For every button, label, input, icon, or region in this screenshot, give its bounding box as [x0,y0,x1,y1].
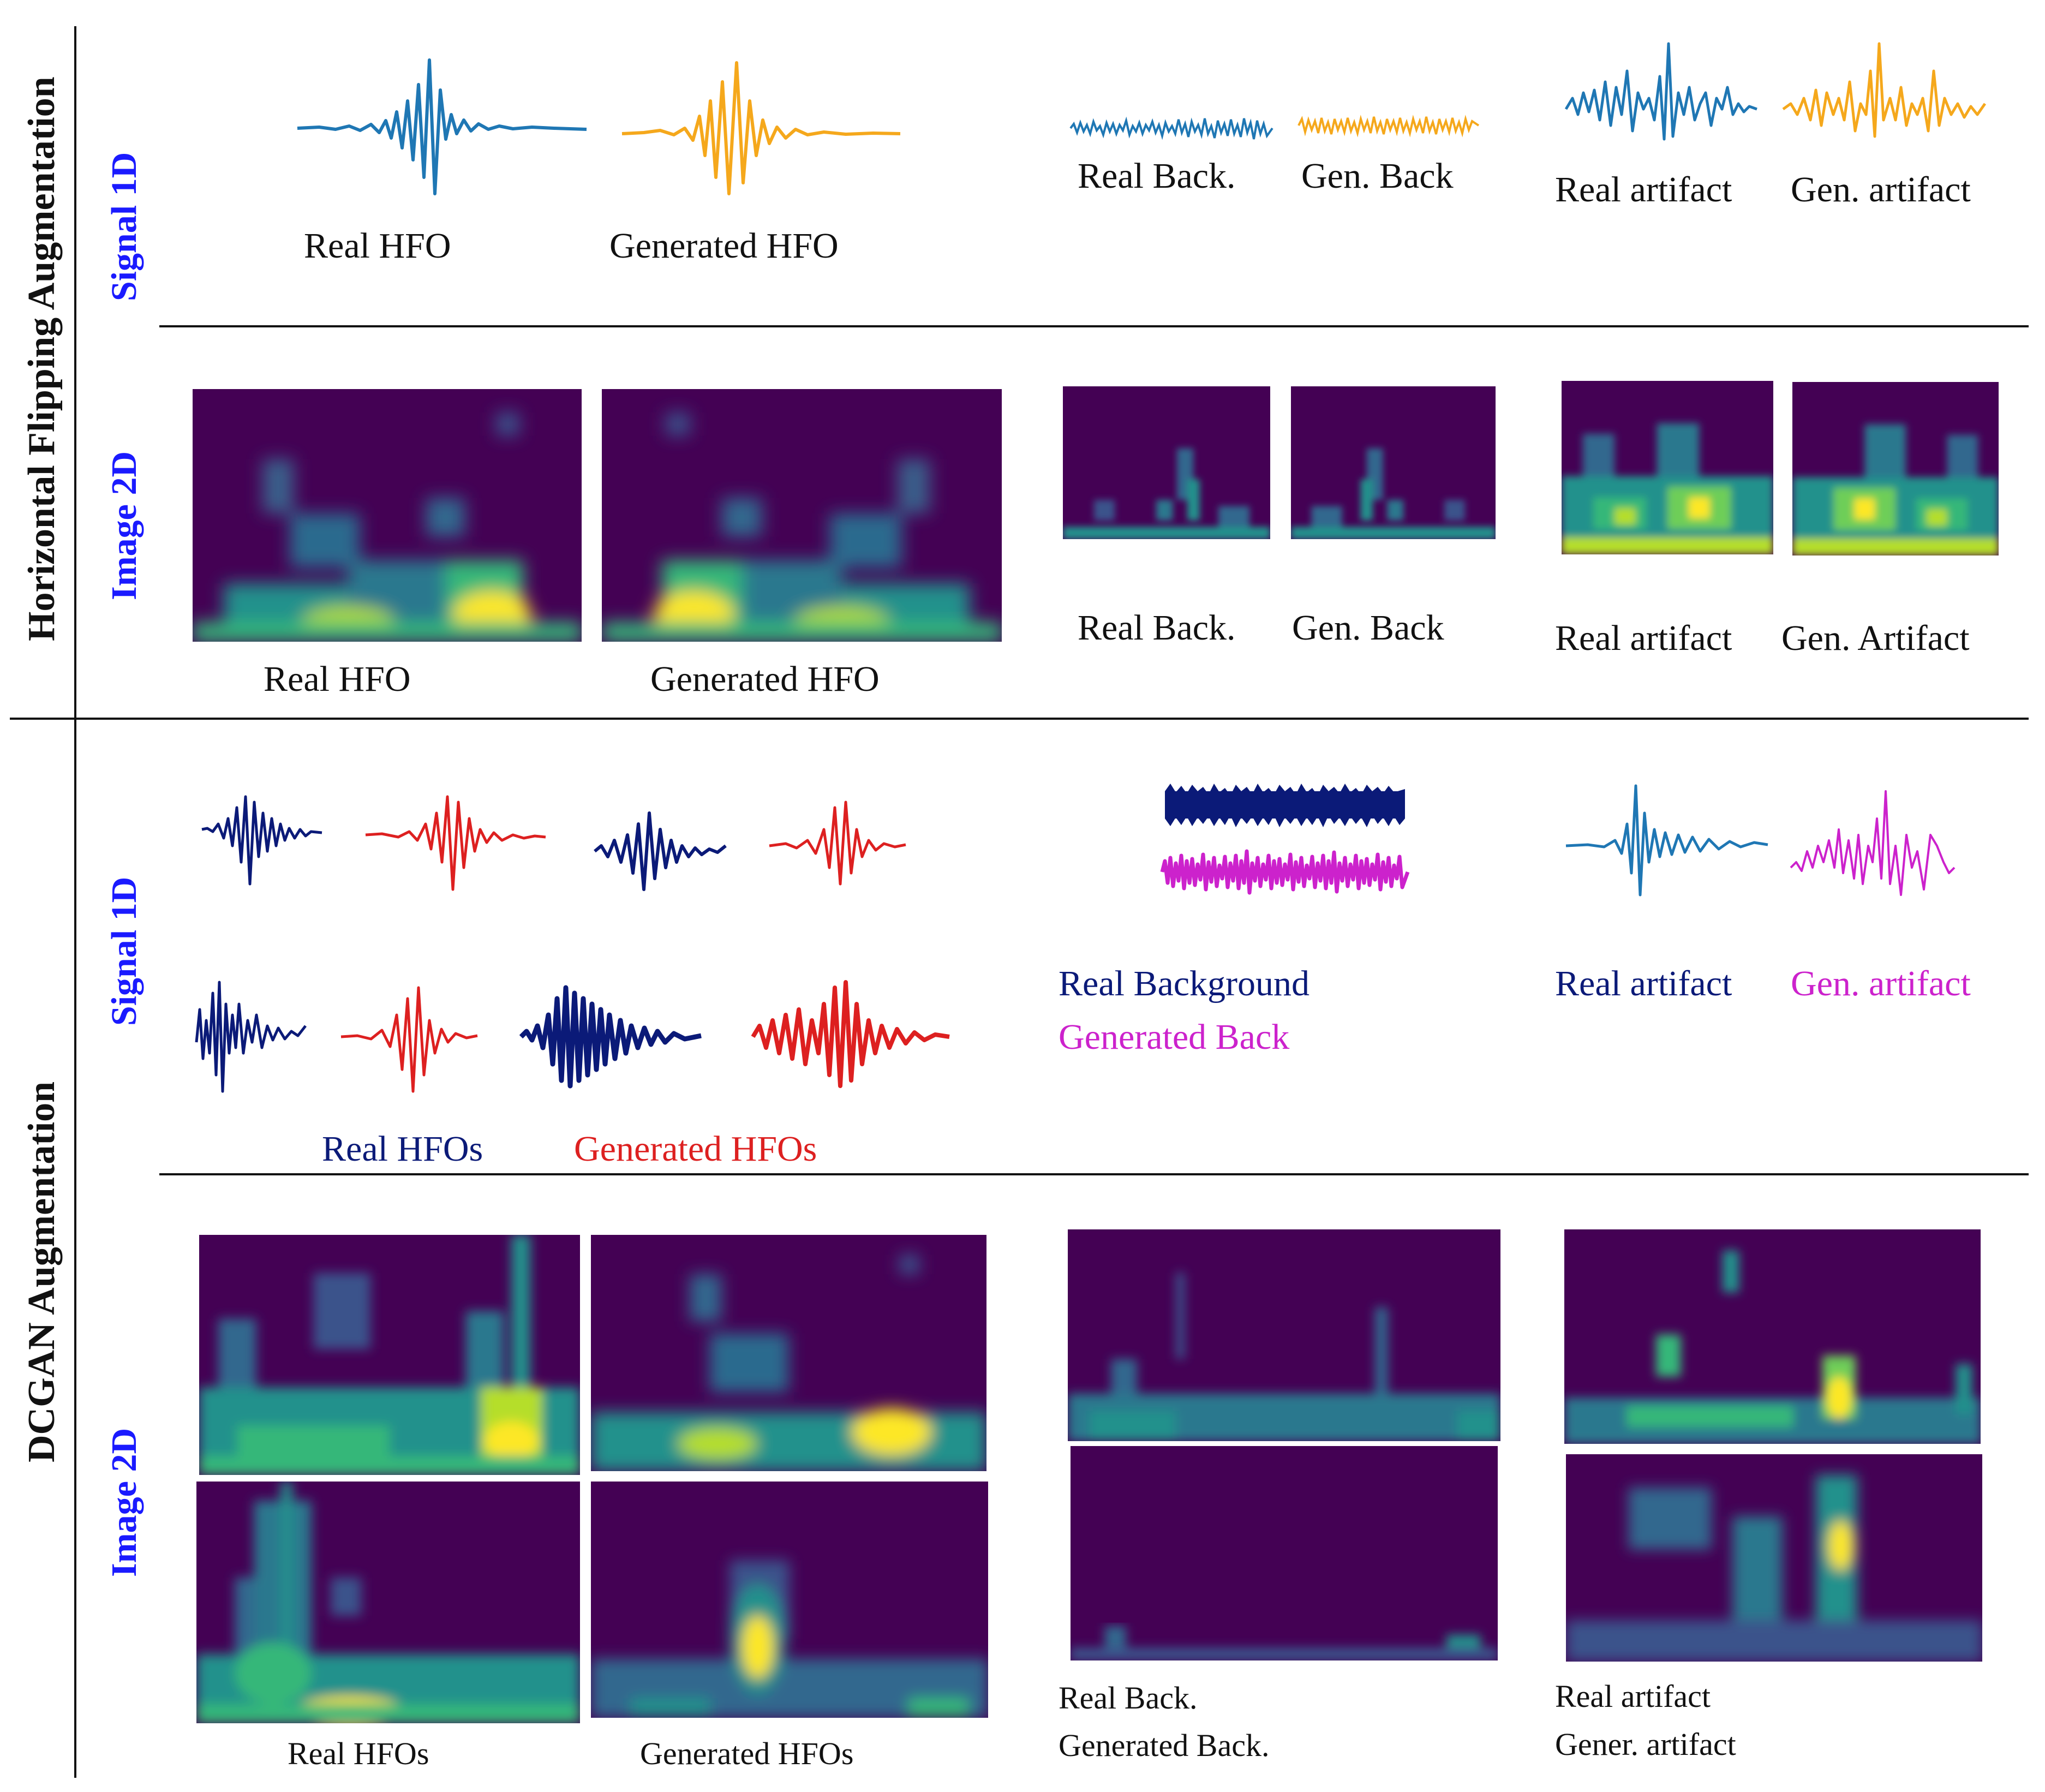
flip-real-artifact-signal [1564,42,1757,141]
left-divider [74,26,76,1778]
flip-gen-hfo-signal [621,61,901,195]
flip-gen-artifact-spectrogram [1792,382,1999,555]
flip-image-gen-hfo-caption: Generated HFO [650,659,880,699]
flip-signal-gen-artifact-caption: Gen. artifact [1791,170,1971,210]
dcgan-gen-back-spectrogram [1071,1446,1498,1660]
flip-real-hfo-spectrogram [193,389,582,642]
flip-gen-artifact-signal [1782,42,1987,138]
dcgan-image-real-hfos-caption: Real HFOs [288,1736,429,1771]
flip-signal-gen-hfo-caption: Generated HFO [609,226,839,266]
dcgan-image-gen-artifact-caption: Gener. artifact [1555,1727,1736,1762]
flip-row-divider [159,325,2029,327]
flip-signal-real-artifact-caption: Real artifact [1555,170,1732,210]
dcgan-signal-gen-artifact-caption: Gen. artifact [1791,964,1971,1003]
dcgan-signal-gen-hfos-caption: Generated HFOs [574,1129,817,1169]
dcgan-image-gen-back-caption: Generated Back. [1059,1728,1270,1763]
dcgan-real-artifact-signal [1565,784,1768,897]
flip-image-real-hfo-caption: Real HFO [264,659,411,699]
flip-real-back-spectrogram [1063,386,1270,539]
flip-real-artifact-spectrogram [1562,381,1773,554]
dcgan-row-divider [159,1173,2029,1175]
row-label-flip-signal: Signal 1D [104,152,144,301]
dcgan-gen-artifact-signal [1790,790,1956,896]
flip-gen-hfo-spectrogram [602,389,1002,642]
row-label-dcgan-signal: Signal 1D [104,876,144,1026]
dcgan-gen-background-signal [1160,849,1410,895]
dcgan-real-hfo-signal-1 [201,795,322,886]
flip-gen-back-signal [1297,115,1480,138]
dcgan-image-real-back-caption: Real Back. [1059,1680,1198,1716]
flip-signal-real-hfo-caption: Real HFO [304,226,451,266]
flip-image-real-back-caption: Real Back. [1078,608,1236,648]
flip-image-gen-artifact-caption: Gen. Artifact [1781,618,1970,658]
flip-real-back-signal [1069,116,1273,140]
flip-signal-gen-back-caption: Gen. Back [1301,156,1454,196]
row-label-flip-image: Image 2D [104,451,144,600]
dcgan-signal-gen-back-caption: Generated Back [1059,1017,1290,1057]
dcgan-gen-hfo-signal-2 [769,801,906,886]
section-label-dcgan: DCGAN Augmentation [21,1081,63,1462]
flip-signal-real-back-caption: Real Back. [1078,156,1236,196]
dcgan-signal-real-background-caption: Real Background [1059,964,1310,1003]
dcgan-signal-real-hfos-caption: Real HFOs [322,1129,483,1169]
dcgan-real-back-spectrogram [1068,1229,1500,1441]
dcgan-gen-artifact-spectrogram [1566,1454,1982,1662]
dcgan-gen-hfo-signal-1 [365,795,546,891]
flip-real-hfo-signal [297,58,587,195]
flip-image-gen-back-caption: Gen. Back [1292,608,1444,648]
row-label-dcgan-image: Image 2D [104,1427,144,1577]
dcgan-gen-hfo-spectrogram-2 [591,1482,988,1718]
dcgan-real-hfo-signal-3 [195,981,307,1093]
section-label-flip: Horizontal Flipping Augmentation [21,76,63,641]
dcgan-real-hfo-spectrogram-1 [199,1235,580,1475]
dcgan-real-hfo-signal-4 [519,985,702,1089]
dcgan-real-background-signal [1165,784,1405,827]
dcgan-signal-real-artifact-caption: Real artifact [1555,964,1732,1003]
flip-gen-back-spectrogram [1291,386,1496,539]
dcgan-gen-hfo-signal-4 [751,980,950,1088]
dcgan-gen-hfo-signal-3 [340,986,478,1093]
dcgan-real-hfo-signal-2 [594,811,727,891]
dcgan-real-artifact-spectrogram [1564,1229,1981,1444]
section-divider [10,718,2029,720]
dcgan-image-gen-hfos-caption: Generated HFOs [640,1736,854,1771]
dcgan-gen-hfo-spectrogram-1 [591,1235,986,1471]
dcgan-real-hfo-spectrogram-2 [196,1482,580,1723]
flip-image-real-artifact-caption: Real artifact [1555,618,1732,658]
dcgan-image-real-artifact-caption: Real artifact [1555,1678,1711,1714]
